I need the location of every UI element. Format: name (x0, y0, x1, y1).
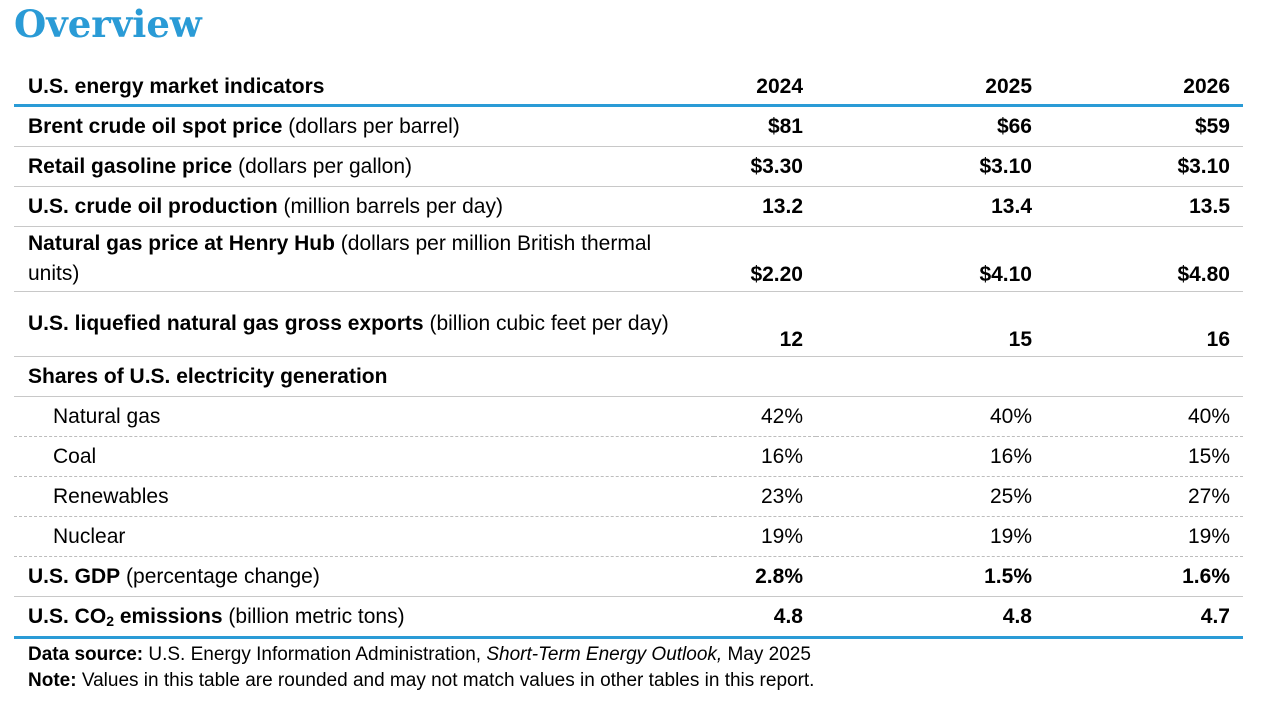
source-date: May 2025 (722, 644, 811, 665)
row-label: U.S. liquefied natural gas gross exports… (14, 291, 714, 357)
row-unit: (dollars per million British thermal uni… (28, 232, 652, 285)
table-header-row: U.S. energy market indicators 2024 2025 … (14, 70, 1243, 107)
energy-indicators-table: U.S. energy market indicators 2024 2025 … (14, 70, 1243, 639)
table-row: U.S. CO2 emissions (billion metric tons)… (14, 596, 1243, 639)
page-title: Overview (14, 2, 202, 46)
value-2026: 27% (1045, 476, 1243, 517)
value-2025: 19% (816, 516, 1045, 557)
row-label: Natural gas (14, 396, 714, 437)
value-2024: $81 (714, 105, 816, 147)
row-name: Shares of U.S. electricity generation (28, 364, 388, 388)
row-label: Coal (14, 436, 714, 477)
header-year-2024: 2024 (714, 70, 816, 107)
value-2024: 42% (714, 396, 816, 437)
row-unit: (million barrels per day) (283, 194, 503, 218)
row-label: Renewables (14, 476, 714, 517)
value-2024: 19% (714, 516, 816, 557)
value-2026: 19% (1045, 516, 1243, 557)
row-label: Retail gasoline price (dollars per gallo… (14, 146, 714, 187)
note-line: Note: Values in this table are rounded a… (28, 668, 814, 694)
section-row: Shares of U.S. electricity generation (14, 356, 1243, 397)
table-row: U.S. GDP (percentage change) 2.8% 1.5% 1… (14, 556, 1243, 597)
table-row: Brent crude oil spot price (dollars per … (14, 105, 1243, 147)
header-year-2026: 2026 (1045, 70, 1243, 107)
source-title: Short-Term Energy Outlook, (486, 644, 723, 665)
source-label: Data source: (28, 644, 144, 665)
value-2026: 15% (1045, 436, 1243, 477)
value-2025: $66 (816, 105, 1045, 147)
data-source-line: Data source: U.S. Energy Information Adm… (28, 642, 814, 668)
value-2026: $59 (1045, 105, 1243, 147)
value-2024: 2.8% (714, 556, 816, 597)
header-year-2025: 2025 (816, 70, 1045, 107)
source-text: U.S. Energy Information Administration, (143, 644, 487, 665)
value-2024: 23% (714, 476, 816, 517)
value-2025: 16% (816, 436, 1045, 477)
value-2024: 16% (714, 436, 816, 477)
table-row: Renewables 23% 25% 27% (14, 476, 1243, 517)
row-name: Retail gasoline price (28, 154, 233, 178)
note-label: Note: (28, 670, 77, 691)
value-2026: 4.7 (1045, 596, 1243, 639)
row-label: U.S. CO2 emissions (billion metric tons) (14, 596, 714, 639)
value-2025: 25% (816, 476, 1045, 517)
table-row: U.S. liquefied natural gas gross exports… (14, 291, 1243, 357)
value-2024: 4.8 (714, 596, 816, 639)
row-name: U.S. crude oil production (28, 194, 278, 218)
value-2025: $4.10 (816, 226, 1045, 292)
table-row: Retail gasoline price (dollars per gallo… (14, 146, 1243, 187)
table-row: Coal 16% 16% 15% (14, 436, 1243, 477)
value-2025: 13.4 (816, 186, 1045, 227)
row-unit: (billion cubic feet per day) (429, 312, 669, 335)
row-unit: (dollars per gallon) (238, 154, 413, 178)
value-2025: 1.5% (816, 556, 1045, 597)
row-label: Natural gas price at Henry Hub (dollars … (14, 226, 714, 292)
value-2026: 40% (1045, 396, 1243, 437)
table-notes: Data source: U.S. Energy Information Adm… (28, 642, 814, 694)
value-2026: $4.80 (1045, 226, 1243, 292)
row-label: U.S. GDP (percentage change) (14, 556, 714, 597)
table-row: Natural gas price at Henry Hub (dollars … (14, 226, 1243, 292)
value-2025: $3.10 (816, 146, 1045, 187)
value-2025: 40% (816, 396, 1045, 437)
row-unit: (billion metric tons) (228, 604, 405, 628)
value-2025: 4.8 (816, 596, 1045, 639)
value-2026: 1.6% (1045, 556, 1243, 597)
row-name: Brent crude oil spot price (28, 114, 283, 138)
value-2026: $3.10 (1045, 146, 1243, 187)
table-row: Natural gas 42% 40% 40% (14, 396, 1243, 437)
note-text: Values in this table are rounded and may… (76, 670, 815, 691)
row-name: U.S. CO2 emissions (28, 604, 223, 629)
value-2024: 12 (714, 291, 816, 357)
row-label: Brent crude oil spot price (dollars per … (14, 105, 714, 147)
header-indicators: U.S. energy market indicators (14, 70, 714, 107)
row-unit: (dollars per barrel) (288, 114, 460, 138)
value-2024: $3.30 (714, 146, 816, 187)
value-2024: 13.2 (714, 186, 816, 227)
value-2025: 15 (816, 291, 1045, 357)
section-label: Shares of U.S. electricity generation (14, 356, 1243, 397)
row-unit: (percentage change) (126, 564, 320, 588)
value-2026: 16 (1045, 291, 1243, 357)
row-name: U.S. liquefied natural gas gross exports (28, 312, 424, 335)
row-label: U.S. crude oil production (million barre… (14, 186, 714, 227)
table-row: U.S. crude oil production (million barre… (14, 186, 1243, 227)
value-2026: 13.5 (1045, 186, 1243, 227)
row-name: U.S. GDP (28, 564, 121, 588)
row-label: Nuclear (14, 516, 714, 557)
value-2024: $2.20 (714, 226, 816, 292)
table-row: Nuclear 19% 19% 19% (14, 516, 1243, 557)
row-name: Natural gas price at Henry Hub (28, 232, 335, 255)
